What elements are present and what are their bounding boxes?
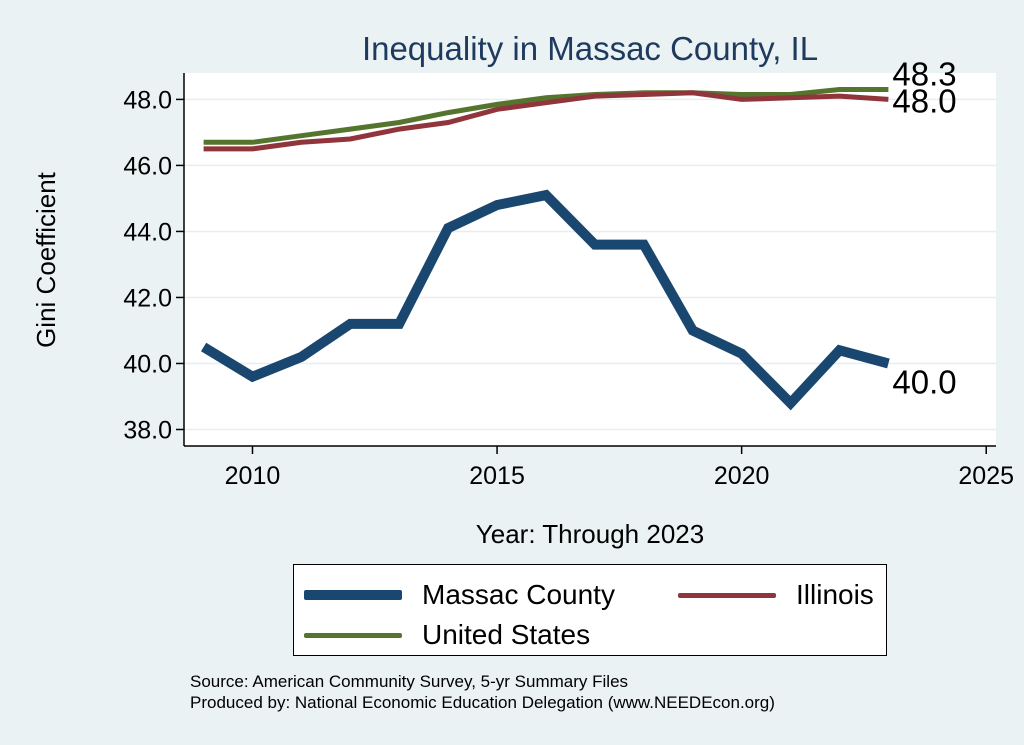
- producer-line: Produced by: National Economic Education…: [190, 693, 775, 712]
- x-tick-label: 2025: [958, 462, 1014, 490]
- label-layer: 40.0 48.048.3: [892, 56, 956, 401]
- legend-swatch-illinois: [678, 592, 776, 598]
- source-line: Source: American Community Survey, 5-yr …: [190, 672, 629, 691]
- y-tick-label: 46.0: [123, 152, 172, 180]
- y-axis-label: Gini Coefficient: [31, 171, 61, 348]
- y-tick-label: 44.0: [123, 218, 172, 246]
- x-tick-label: 2020: [714, 462, 770, 490]
- x-tick-label: 2015: [469, 462, 525, 490]
- series-line-illinois: [203, 90, 889, 152]
- x-tick-label: 2010: [225, 462, 281, 490]
- chart-title: Inequality in Massac County, IL: [362, 30, 818, 67]
- axis-layer: 38.0 40.0 42.0 44.0 46.0 48.0 2010 2015 2020 2025: [123, 73, 1014, 490]
- y-tick-label: 42.0: [123, 284, 172, 312]
- series-line-massac-county: [201, 189, 890, 411]
- x-axis-label: Year: Through 2023: [476, 519, 704, 549]
- legend-item-massac-county: Massac County: [304, 577, 615, 613]
- end-label-illinois: 48.0: [892, 82, 956, 119]
- end-label-massac-county: 40.0: [892, 363, 956, 400]
- legend-swatch-massac-county: [304, 590, 402, 600]
- legend: Massac County Illinois United States: [293, 564, 887, 656]
- legend-swatch-united-states: [304, 632, 402, 638]
- y-tick-label: 38.0: [123, 416, 172, 444]
- series-line-united-states: [203, 87, 889, 145]
- source-note: Source: American Community Survey, 5-yr …: [190, 671, 775, 713]
- legend-label-massac-county: Massac County: [422, 579, 615, 610]
- end-label-united-states: 48.3: [892, 56, 956, 93]
- y-tick-label: 48.0: [123, 86, 172, 114]
- legend-label-united-states: United States: [422, 619, 591, 650]
- legend-item-illinois: Illinois: [678, 577, 874, 613]
- legend-label-illinois: Illinois: [796, 579, 874, 610]
- plot-area: [184, 73, 996, 446]
- series-layer: [201, 87, 890, 411]
- legend-item-united-states: United States: [304, 617, 590, 653]
- y-tick-label: 40.0: [123, 350, 172, 378]
